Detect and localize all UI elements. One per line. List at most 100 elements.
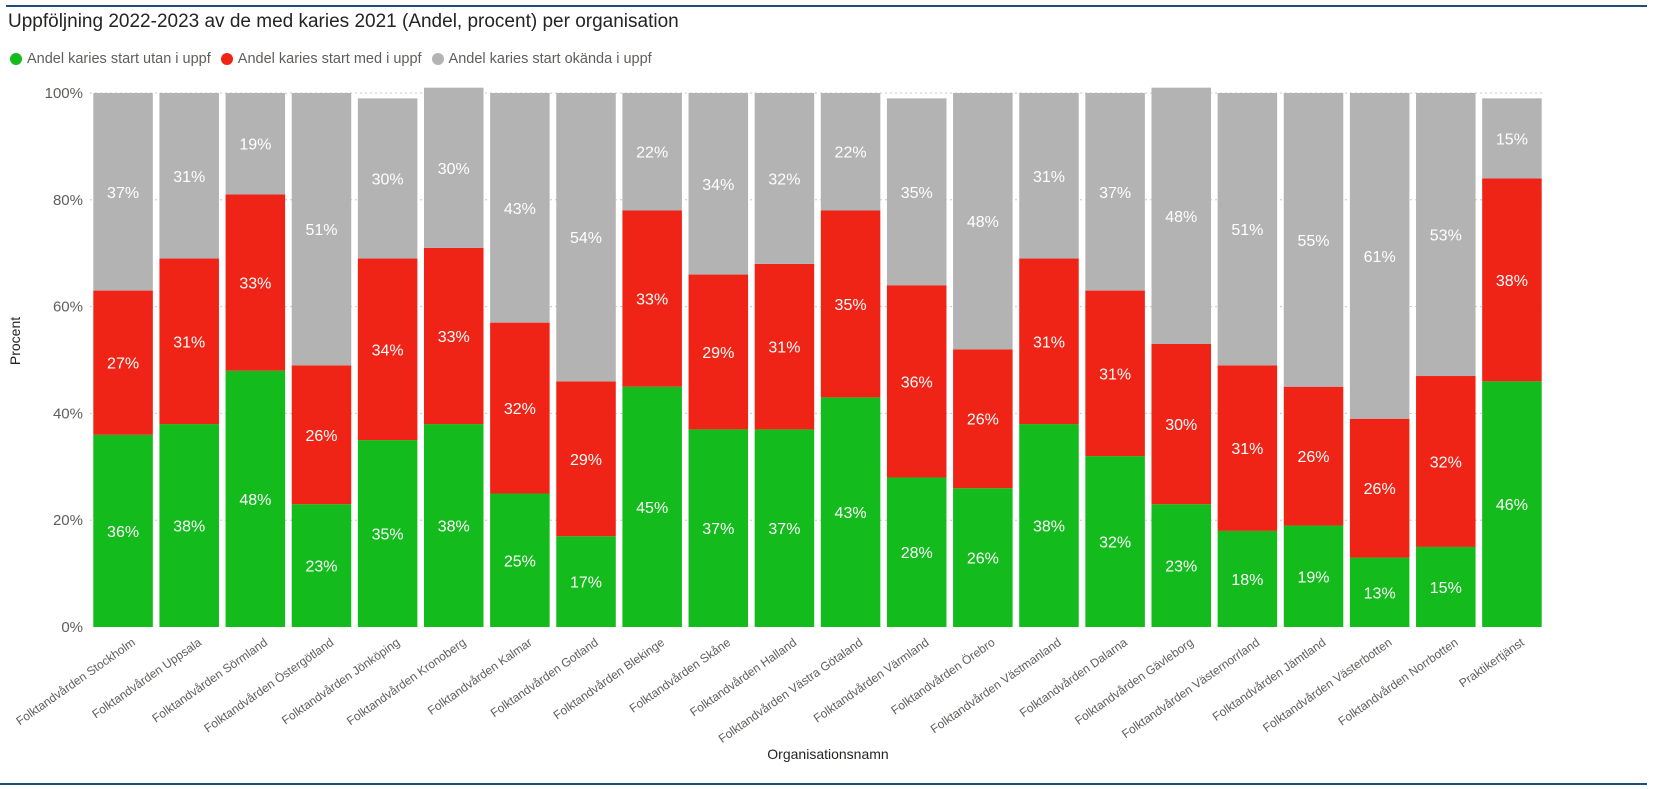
bar-segment-okanda[interactable] (754, 93, 815, 264)
bar-segment-okanda[interactable] (688, 93, 749, 275)
bar-segment-utan[interactable] (1482, 381, 1542, 627)
data-label-utan: 45% (636, 500, 668, 517)
data-label-okanda: 51% (1231, 222, 1263, 239)
bar-segment-utan[interactable] (1217, 530, 1278, 627)
bar-segment-med[interactable] (291, 365, 352, 505)
bar-segment-med[interactable] (953, 349, 1013, 489)
bar-segment-med[interactable] (754, 263, 815, 430)
data-label-utan: 25% (504, 553, 536, 570)
bar-segment-med[interactable] (1085, 290, 1145, 457)
legend-item-okanda[interactable]: Andel karies start okända i uppf (431, 51, 652, 67)
x-tick-label: Folktandvården Blekinge (551, 635, 667, 722)
bar-segment-okanda[interactable] (1217, 93, 1278, 366)
bar-segment-okanda[interactable] (622, 93, 682, 211)
bar-segment-med[interactable] (1217, 365, 1278, 531)
bar-segment-okanda[interactable] (953, 93, 1013, 350)
bar-segment-okanda[interactable] (1416, 93, 1476, 377)
bar-segment-okanda[interactable] (1019, 93, 1079, 259)
bar-segment-okanda[interactable] (225, 93, 286, 195)
bar-segment-med[interactable] (423, 247, 484, 425)
bar-segment-med[interactable] (622, 210, 682, 387)
data-label-med: 32% (504, 401, 536, 418)
bar-segment-okanda[interactable] (820, 93, 881, 211)
legend-label-utan: Andel karies start utan i uppf (27, 51, 211, 67)
bar-segment-utan[interactable] (1151, 504, 1212, 627)
bar-segment-med[interactable] (556, 381, 616, 537)
data-label-utan: 13% (1364, 585, 1396, 602)
bar-segment-med[interactable] (490, 322, 550, 494)
bar-segment-med[interactable] (688, 274, 749, 430)
bar-segment-utan[interactable] (1283, 525, 1344, 627)
data-label-med: 32% (1430, 454, 1462, 471)
bar-segment-med[interactable] (886, 285, 947, 478)
bar-segment-utan[interactable] (1019, 424, 1079, 627)
data-label-med: 27% (107, 356, 139, 373)
data-label-med: 29% (702, 345, 734, 362)
bar-segment-utan[interactable] (490, 493, 550, 628)
bar-segment-okanda[interactable] (1349, 93, 1410, 419)
x-tick-label: Folktandvården Jönköping (279, 635, 402, 727)
legend-marker-okanda (431, 53, 444, 65)
legend-item-utan[interactable]: Andel karies start utan i uppf (10, 51, 211, 67)
data-label-utan: 46% (1496, 497, 1528, 514)
bar-segment-utan[interactable] (820, 397, 881, 627)
bar-segment-okanda[interactable] (93, 93, 153, 291)
bar-segment-utan[interactable] (886, 477, 947, 627)
legend-label-okanda: Andel karies start okända i uppf (448, 51, 652, 67)
bar-segment-med[interactable] (1283, 386, 1344, 526)
bar-segment-med[interactable] (1151, 343, 1212, 505)
bar-segment-utan[interactable] (1416, 546, 1476, 627)
bar-segment-utan[interactable] (225, 370, 286, 627)
bar-segment-med[interactable] (93, 290, 153, 435)
bars (93, 87, 1542, 628)
bar-segment-med[interactable] (1019, 258, 1079, 425)
legend-item-med[interactable]: Andel karies start med i uppf (220, 51, 422, 67)
bar-segment-okanda[interactable] (1151, 87, 1212, 344)
bar-segment-med[interactable] (225, 194, 286, 371)
data-label-utan: 18% (1231, 572, 1263, 589)
x-tick-label: Folktandvården Östergötland (201, 635, 336, 735)
bar-segment-okanda[interactable] (291, 93, 352, 366)
bar-segment-med[interactable] (1416, 376, 1476, 547)
y-axis-title: Procent (7, 317, 23, 365)
bar-segment-utan[interactable] (953, 488, 1013, 627)
x-tick-label: Folktandvården Stockholm (13, 635, 137, 728)
bar-segment-okanda[interactable] (886, 98, 947, 286)
bar-segment-med[interactable] (820, 210, 881, 398)
bar-segment-okanda[interactable] (357, 98, 418, 259)
data-labels: 36% 27% 37% 38% 31% 31% 48% 33% 19% 23% 26% 51% 35% 3… (107, 131, 1528, 602)
x-tick-label: Folktandvården Värmland (811, 635, 932, 725)
bar-segment-utan[interactable] (1085, 456, 1145, 627)
bar-segment-med[interactable] (1349, 418, 1410, 558)
bar-segment-okanda[interactable] (1085, 93, 1145, 291)
data-label-utan: 36% (107, 524, 139, 541)
bar-segment-okanda[interactable] (556, 93, 616, 382)
bar-segment-okanda[interactable] (159, 93, 219, 259)
y-tick-label: 60% (53, 299, 83, 316)
data-label-okanda: 43% (504, 201, 536, 218)
bar-segment-utan[interactable] (556, 536, 616, 627)
bar-segment-utan[interactable] (754, 429, 815, 627)
bar-segment-utan[interactable] (622, 386, 682, 627)
bar-segment-utan[interactable] (1349, 557, 1410, 627)
x-tick-label: Folktandvården Gävleborg (1072, 635, 1196, 728)
data-label-utan: 38% (173, 519, 205, 536)
data-label-utan: 28% (901, 545, 933, 562)
bar-segment-utan[interactable] (291, 504, 352, 627)
bar-segment-utan[interactable] (93, 434, 153, 627)
data-label-med: 33% (239, 276, 271, 293)
bar-segment-utan[interactable] (688, 429, 749, 627)
bar-segment-utan[interactable] (357, 440, 418, 627)
data-label-utan: 37% (768, 521, 800, 538)
bar-segment-okanda[interactable] (423, 87, 484, 248)
bar-segment-med[interactable] (357, 258, 418, 441)
data-label-utan: 15% (1430, 580, 1462, 597)
bar-segment-med[interactable] (1482, 178, 1542, 382)
bar-segment-utan[interactable] (423, 424, 484, 627)
bar-segment-okanda[interactable] (1283, 93, 1344, 387)
bar-segment-utan[interactable] (159, 424, 219, 627)
bar-segment-okanda[interactable] (1482, 98, 1542, 179)
bar-segment-med[interactable] (159, 258, 219, 425)
bar-segment-okanda[interactable] (490, 93, 550, 323)
